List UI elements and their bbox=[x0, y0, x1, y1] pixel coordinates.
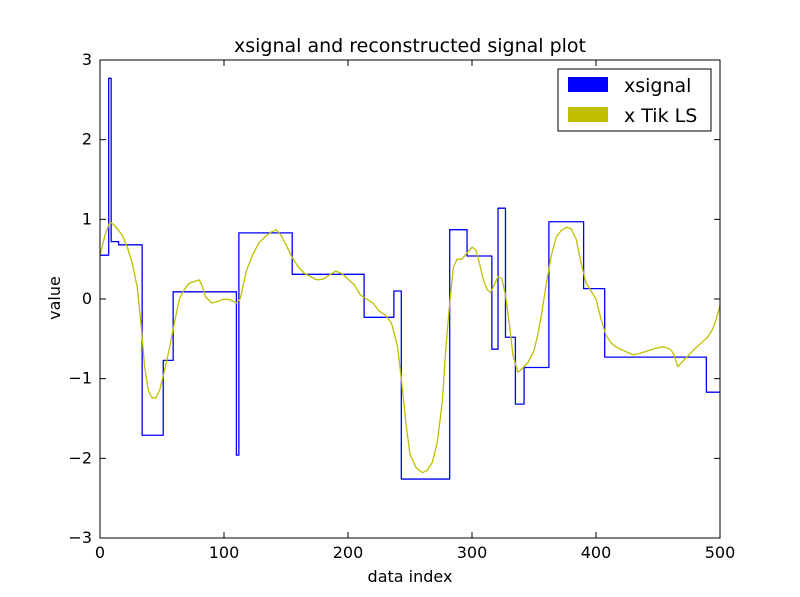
legend: xsignal x Tik LS bbox=[558, 69, 711, 131]
legend-label-x-tik-ls: x Tik LS bbox=[624, 105, 697, 127]
x-tick-label: 100 bbox=[209, 543, 240, 562]
y-tick-label: 1 bbox=[82, 209, 92, 228]
legend-label-xsignal: xsignal bbox=[624, 75, 691, 97]
y-tick-label: −3 bbox=[68, 528, 92, 547]
y-tick-label: 2 bbox=[82, 130, 92, 149]
y-axis-label: value bbox=[45, 276, 64, 320]
x-tick-label: 500 bbox=[705, 543, 736, 562]
chart-title: xsignal and reconstructed signal plot bbox=[234, 35, 586, 57]
x-axis-label: data index bbox=[368, 567, 453, 586]
y-tick-label: 0 bbox=[82, 289, 92, 308]
x-tick-label: 300 bbox=[457, 543, 488, 562]
y-tick-label: −2 bbox=[68, 448, 92, 467]
y-tick-label: −1 bbox=[68, 369, 92, 388]
y-tick-label: 3 bbox=[82, 50, 92, 69]
x-tick-label: 400 bbox=[581, 543, 612, 562]
legend-swatch-x-tik-ls bbox=[568, 107, 608, 122]
x-tick-label: 0 bbox=[95, 543, 105, 562]
x-tick-label: 200 bbox=[333, 543, 364, 562]
legend-swatch-xsignal bbox=[568, 77, 608, 92]
